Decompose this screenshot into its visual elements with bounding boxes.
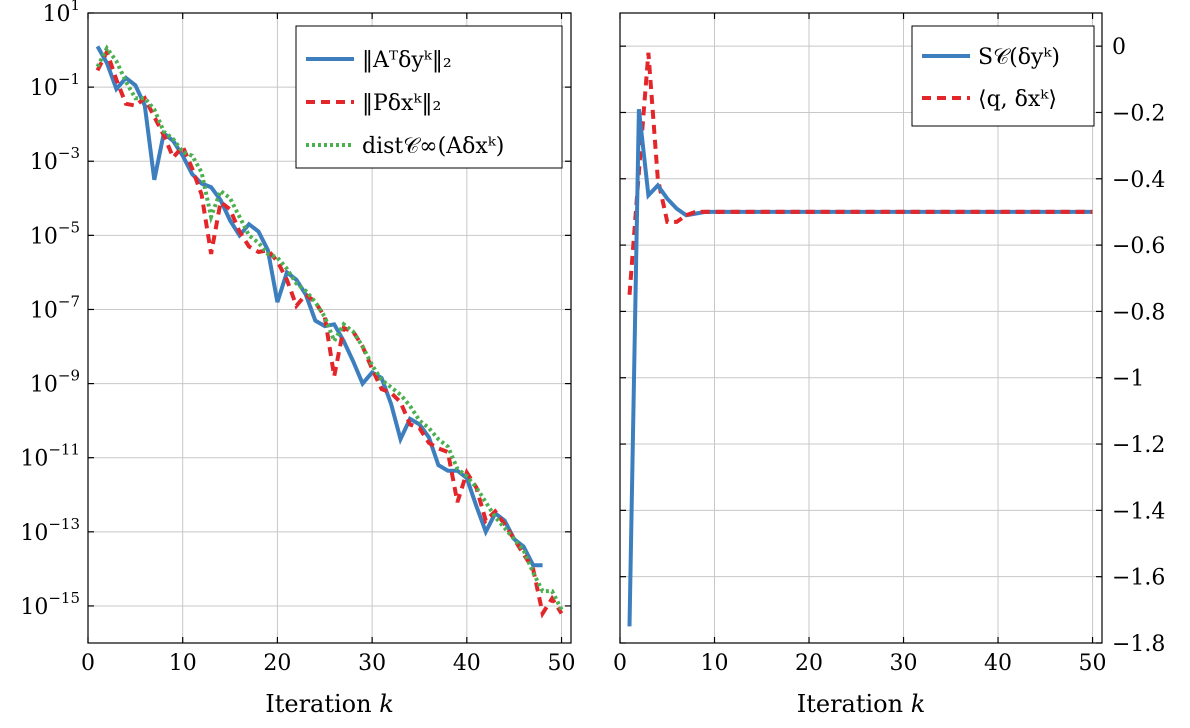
legend-label-3: dist𝒞∞(Aδxᵏ) [362,134,504,159]
x-axis-title: Iteration k [265,690,394,718]
x-axis-title: Iteration k [797,690,926,718]
right-legend: S𝒞(δyᵏ) ⟨q, δxᵏ⟩ [911,25,1095,127]
y-tick-label: −0.4 [1112,168,1165,193]
y-tick-label: 10−11 [20,441,80,472]
y-tick-label: −1.6 [1112,566,1165,591]
y-tick-label: −0.6 [1112,234,1165,259]
x-tick-label: 0 [81,651,95,676]
y-tick-label: 10−9 [30,367,80,398]
legend-box [295,25,563,169]
y-tick-label: 10−5 [30,218,80,249]
legend-label-2: ‖Pδxᵏ‖₂ [362,91,441,116]
series-line-1 [627,108,1093,627]
x-tick-label: 30 [890,651,918,676]
y-tick-label: 10−3 [30,144,80,175]
right-panel: 0 10 20 30 40 50 0 −0.2 −0.4 −0.6 −0.8 −1 −1.2 −1.4 −1… [613,12,1165,718]
y-tick-label: 10−15 [20,589,80,620]
x-tick-label: 30 [358,651,386,676]
y-tick-label: 10−7 [30,292,80,323]
x-tick-label: 20 [795,651,823,676]
x-tick-label: 20 [263,651,291,676]
series-line-2 [95,46,564,619]
y-tick-label: −1.2 [1112,433,1165,458]
x-tick-label: 50 [548,651,576,676]
series-line-3 [95,44,564,611]
x-tick-label: 40 [453,651,481,676]
y-tick-label: 101 [42,0,80,27]
legend-label-1: ‖Aᵀδyᵏ‖₂ [362,48,452,73]
left-plot-frame [87,12,572,644]
left-series [95,44,564,619]
y-tick-label: 0 [1112,35,1126,60]
series-line-2-overlay [685,209,1093,218]
legend-label-2: ⟨q, δxᵏ⟩ [978,87,1057,112]
legend-label-1: S𝒞(δyᵏ) [978,45,1060,70]
x-tick-label: 0 [613,651,627,676]
right-plot-frame [619,12,1103,644]
y-tick-label: −1 [1112,367,1144,392]
x-tick-label: 40 [984,651,1012,676]
left-panel: 0 10 20 30 40 50 101 10−1 10−3 10−5 10−7 10−9 10−11 1… [20,0,575,718]
y-tick-label: −1.8 [1112,632,1165,657]
x-tick-label: 10 [169,651,197,676]
legend-box [911,25,1095,127]
x-tick-label: 50 [1079,651,1107,676]
x-tick-label: 10 [701,651,729,676]
y-tick-label: 10−1 [30,70,80,101]
left-legend: ‖Aᵀδyᵏ‖₂ ‖Pδxᵏ‖₂ dist𝒞∞(Aδxᵏ) [295,25,563,169]
y-tick-label: 10−13 [20,515,80,546]
series-line-1 [95,45,543,568]
right-ticks: 0 10 20 30 40 50 0 −0.2 −0.4 −0.6 −0.8 −1 −1.2 −1.4 −1… [613,13,1165,676]
left-ticks: 0 10 20 30 40 50 101 10−1 10−3 10−5 10−7 10−9 10−11 1… [20,0,575,676]
right-series [627,52,1093,627]
y-tick-label: −1.4 [1112,499,1165,524]
y-tick-label: −0.2 [1112,101,1165,126]
y-tick-label: −0.8 [1112,300,1165,325]
